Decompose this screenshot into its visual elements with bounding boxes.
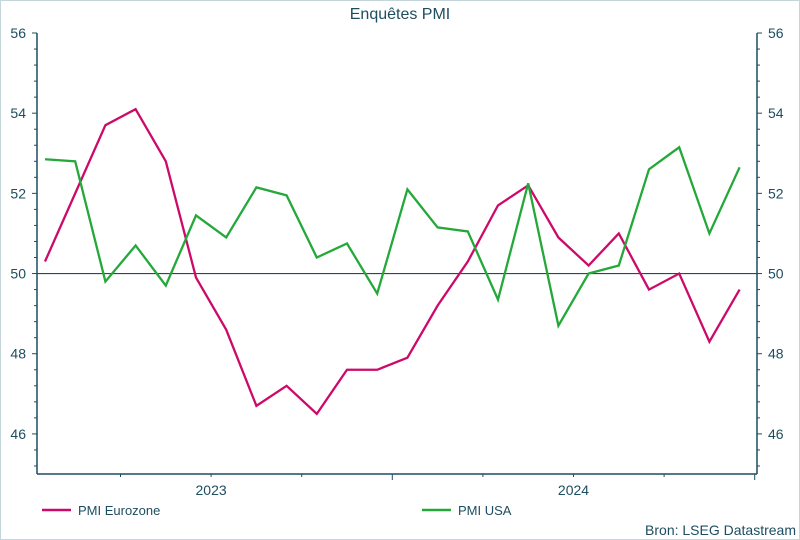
y-tick-label-right: 46	[768, 426, 784, 442]
y-tick-label-left: 50	[10, 266, 26, 282]
y-tick-label-left: 56	[10, 25, 26, 41]
y-tick-label-right: 56	[768, 25, 784, 41]
chart-title: Enquêtes PMI	[350, 6, 451, 23]
source-note: Bron: LSEG Datastream	[645, 522, 796, 538]
y-tick-label-right: 48	[768, 346, 784, 362]
y-tick-label-right: 54	[768, 105, 784, 121]
y-tick-label-left: 52	[10, 185, 26, 201]
y-tick-label-left: 46	[10, 426, 26, 442]
y-tick-label-right: 52	[768, 185, 784, 201]
legend-label: PMI Eurozone	[78, 503, 160, 518]
x-tick-label: 2023	[196, 482, 227, 498]
series-line-usa	[44, 145, 741, 329]
y-tick-label-left: 54	[10, 105, 26, 121]
legend-label: PMI USA	[458, 503, 512, 518]
y-tick-label-left: 48	[10, 346, 26, 362]
y-tick-label-right: 50	[768, 266, 784, 282]
x-tick-label: 2024	[558, 482, 589, 498]
series-line-eurozone	[43, 107, 741, 416]
